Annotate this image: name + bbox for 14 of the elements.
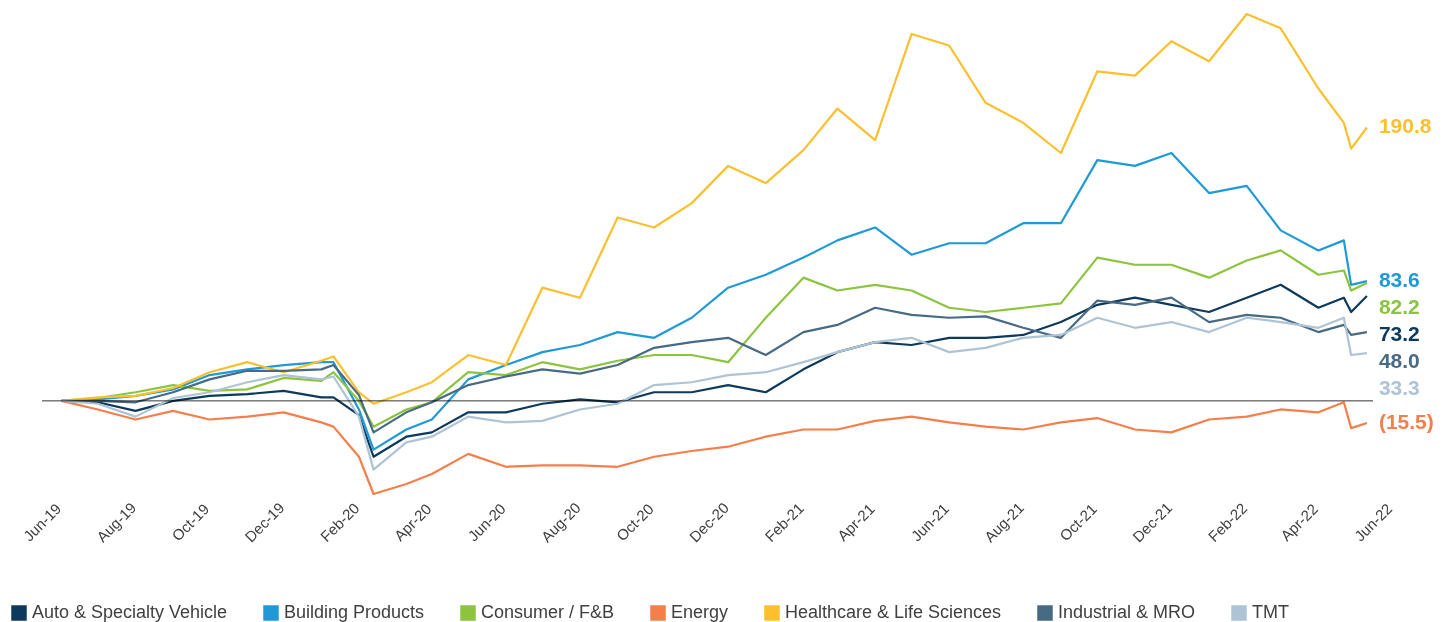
data-label: 190.8 <box>1378 114 1432 138</box>
data-label: 82.2 <box>1378 295 1420 319</box>
data-label: 48.0 <box>1378 349 1420 373</box>
data-label: 83.6 <box>1378 268 1420 292</box>
legend-label: Consumer / F&B <box>481 602 615 622</box>
legend-label: TMT <box>1252 602 1289 622</box>
data-label: (15.5) <box>1378 410 1434 434</box>
data-label: 73.2 <box>1378 322 1420 346</box>
legend-label: Auto & Specialty Vehicle <box>32 602 228 622</box>
legend-label: Industrial & MRO <box>1058 602 1196 622</box>
legend-label: Energy <box>671 602 729 622</box>
data-label: 33.3 <box>1378 376 1420 400</box>
legend-label: Building Products <box>284 602 425 622</box>
legend-label: Healthcare & Life Sciences <box>785 602 1002 622</box>
